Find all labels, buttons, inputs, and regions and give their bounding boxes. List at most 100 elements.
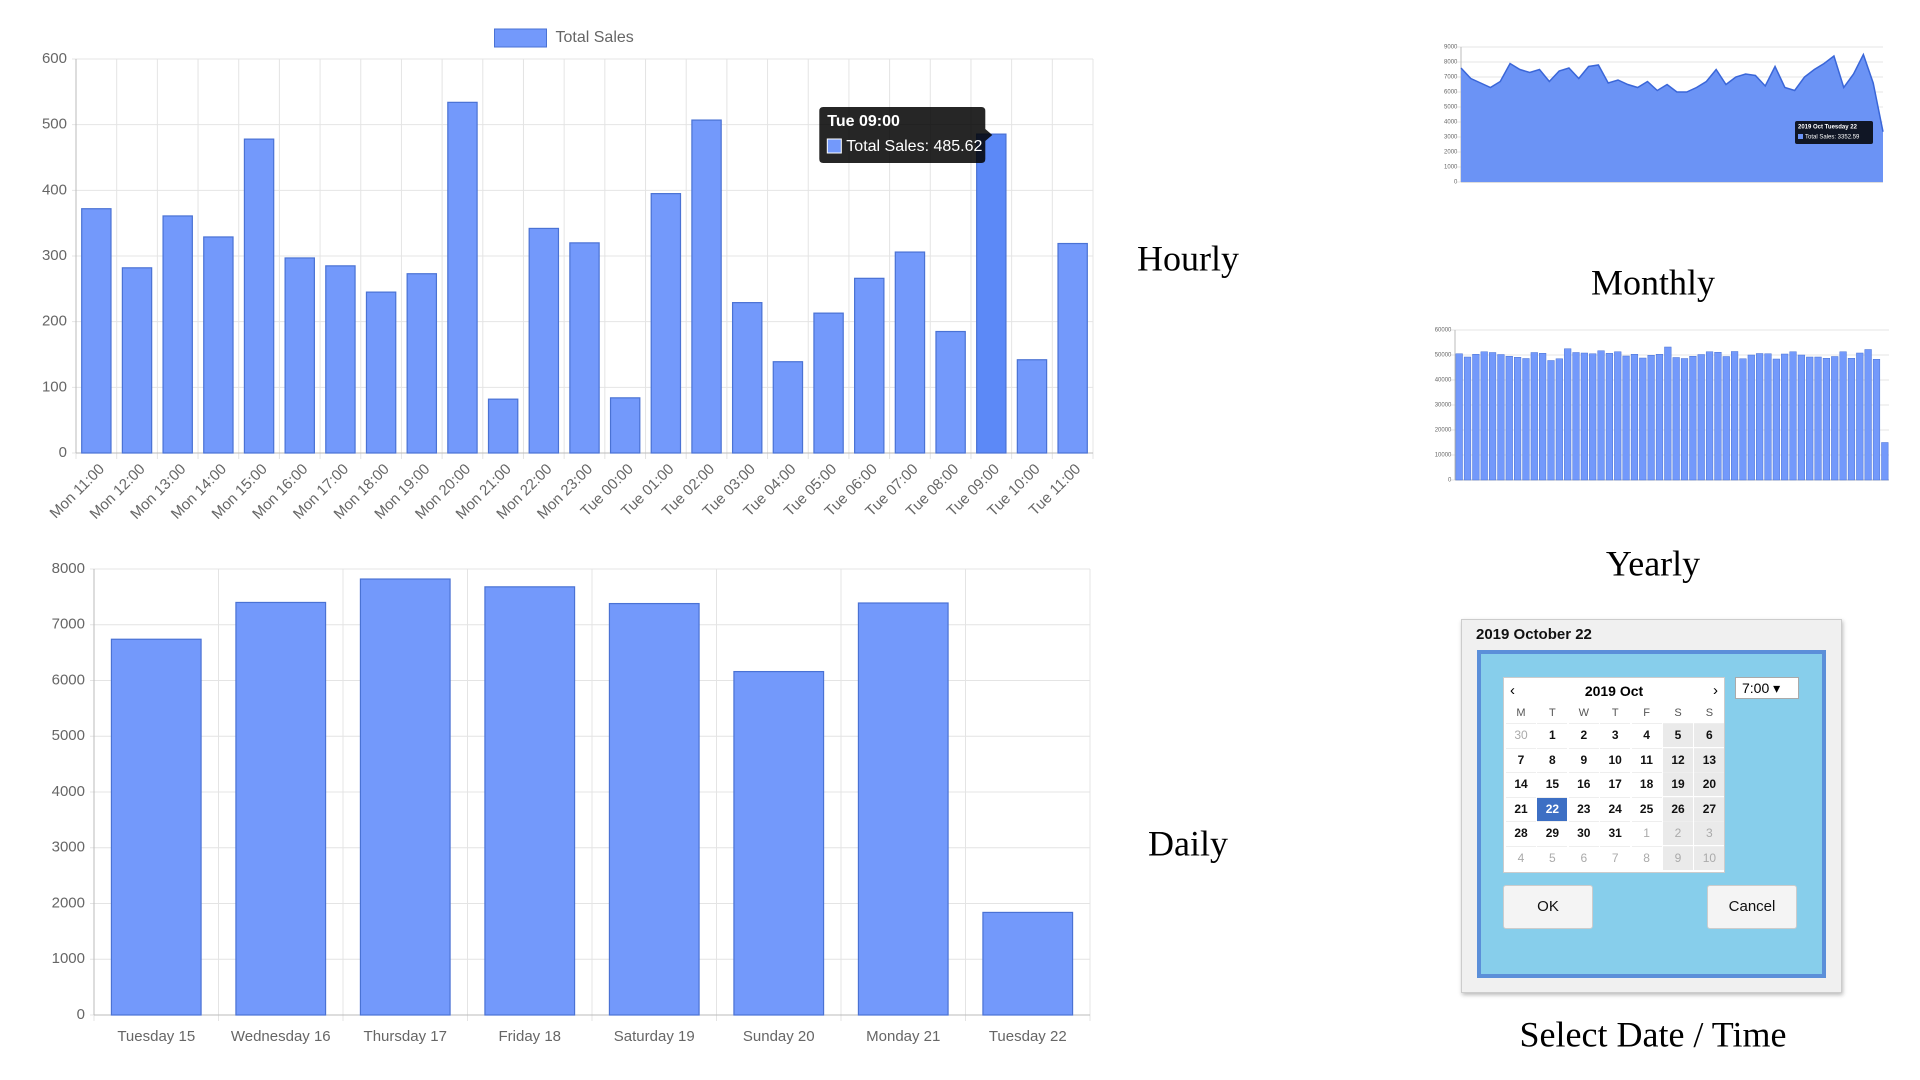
bar — [487, 398, 519, 454]
bar — [976, 133, 1007, 454]
day[interactable]: 2 — [1568, 723, 1599, 747]
bar — [731, 302, 763, 454]
day[interactable]: 10 — [1600, 747, 1631, 772]
area — [1461, 54, 1883, 182]
weekday: S — [1674, 707, 1682, 719]
y-tick-label: 2000 — [1444, 150, 1458, 156]
bar — [609, 397, 641, 454]
day[interactable]: 25 — [1631, 796, 1662, 821]
bar — [1057, 242, 1088, 454]
day[interactable]: 19 — [1663, 772, 1693, 797]
picker-caption: Select Date / Time — [1520, 1014, 1787, 1054]
bar — [1539, 353, 1547, 481]
picker-frame: ‹ 2019 Oct › M T W T F S S 30 1 2 3 4 5 6 7 8 9 10 11 12 13 1… — [1477, 650, 1826, 978]
day[interactable]: 8 — [1537, 747, 1568, 772]
bar — [1597, 350, 1605, 481]
bar — [1497, 354, 1505, 481]
day[interactable]: 6 — [1568, 846, 1599, 870]
bar — [1872, 359, 1881, 481]
day[interactable]: 14 — [1506, 772, 1536, 797]
y-tick-label: 5000 — [52, 727, 85, 744]
day[interactable]: 3 — [1600, 723, 1631, 747]
day[interactable]: 20 — [1694, 772, 1725, 797]
day[interactable]: 2 — [1663, 821, 1693, 846]
tooltip: Tue 09:00 Total Sales: 485.62 — [819, 107, 993, 163]
y-tick-label: 400 — [42, 181, 67, 198]
day[interactable]: 4 — [1506, 846, 1536, 870]
day[interactable]: 9 — [1663, 846, 1693, 870]
day[interactable]: 21 — [1506, 796, 1536, 821]
y-tick-label: 5000 — [1444, 105, 1458, 111]
ok-button[interactable]: OK — [1503, 885, 1593, 929]
day[interactable]: 17 — [1600, 772, 1631, 797]
tooltip-box — [819, 107, 993, 163]
day[interactable]: 13 — [1694, 747, 1725, 772]
y-tick-label: 500 — [42, 116, 67, 133]
prev-month[interactable]: ‹ — [1510, 682, 1515, 699]
day[interactable]: 10 — [1694, 846, 1725, 870]
day[interactable]: 1 — [1631, 821, 1662, 846]
bar — [650, 193, 682, 454]
y-tick-label: 0 — [1454, 180, 1458, 186]
bar — [1647, 355, 1655, 481]
bar — [1589, 353, 1597, 481]
bar — [1463, 356, 1472, 481]
day[interactable]: 11 — [1631, 747, 1662, 772]
day[interactable]: 15 — [1537, 772, 1568, 797]
day[interactable]: 4 — [1631, 723, 1662, 747]
next-month[interactable]: › — [1713, 682, 1718, 699]
day[interactable]: 29 — [1537, 821, 1568, 846]
day[interactable]: 5 — [1663, 723, 1693, 747]
day[interactable]: 27 — [1694, 796, 1725, 821]
bar — [1747, 354, 1755, 481]
time-select[interactable]: 7:00 ▾ — [1735, 677, 1799, 699]
day[interactable]: 23 — [1568, 796, 1599, 821]
day[interactable]: 7 — [1506, 747, 1536, 772]
bar — [1864, 349, 1872, 481]
day[interactable]: 30 — [1568, 821, 1599, 846]
day[interactable]: 28 — [1506, 821, 1536, 846]
chart-caption: Hourly — [1137, 238, 1239, 278]
x-tick-label: Sunday 20 — [743, 1028, 815, 1045]
cancel-button[interactable]: Cancel — [1707, 885, 1797, 929]
weekday: M — [1516, 707, 1526, 719]
day[interactable]: 7 — [1600, 846, 1631, 870]
day[interactable]: 24 — [1600, 796, 1631, 821]
day[interactable]: 30 — [1506, 723, 1536, 747]
y-tick-label: 2000 — [52, 894, 85, 911]
bar — [162, 215, 193, 454]
bar — [608, 602, 700, 1016]
y-tick-label: 40000 — [1435, 378, 1452, 384]
bar — [1731, 351, 1739, 481]
tooltip-label: Total Sales: 485.62 — [846, 138, 982, 155]
y-tick-label: 9000 — [1444, 45, 1458, 51]
day[interactable]: 5 — [1537, 846, 1568, 870]
day[interactable]: 6 — [1694, 723, 1725, 747]
day[interactable]: 9 — [1568, 747, 1599, 772]
picker-title: 2019 October 22 — [1476, 626, 1592, 643]
bar — [1630, 354, 1639, 481]
day[interactable]: 16 — [1568, 772, 1599, 797]
y-tick-label: 60000 — [1435, 328, 1452, 334]
month-label: 2019 Oct — [1584, 683, 1644, 699]
bar — [1839, 351, 1847, 481]
bar — [1530, 352, 1538, 481]
bar — [1714, 352, 1722, 481]
day[interactable]: 12 — [1663, 747, 1693, 772]
bar — [284, 257, 315, 454]
day[interactable]: 8 — [1631, 846, 1662, 870]
bar — [447, 101, 478, 454]
day[interactable]: 18 — [1631, 772, 1662, 797]
bar — [569, 242, 600, 454]
tooltip-title: Tue 09:00 — [827, 113, 900, 130]
day[interactable]: 1 — [1537, 723, 1568, 747]
day[interactable]: 26 — [1663, 796, 1693, 821]
day[interactable]: 31 — [1600, 821, 1631, 846]
day[interactable]: 3 — [1694, 821, 1725, 846]
day[interactable]: 22 — [1537, 796, 1568, 821]
bar — [365, 291, 397, 454]
bar — [1856, 352, 1864, 481]
bar — [772, 361, 804, 454]
bar — [1614, 351, 1622, 481]
